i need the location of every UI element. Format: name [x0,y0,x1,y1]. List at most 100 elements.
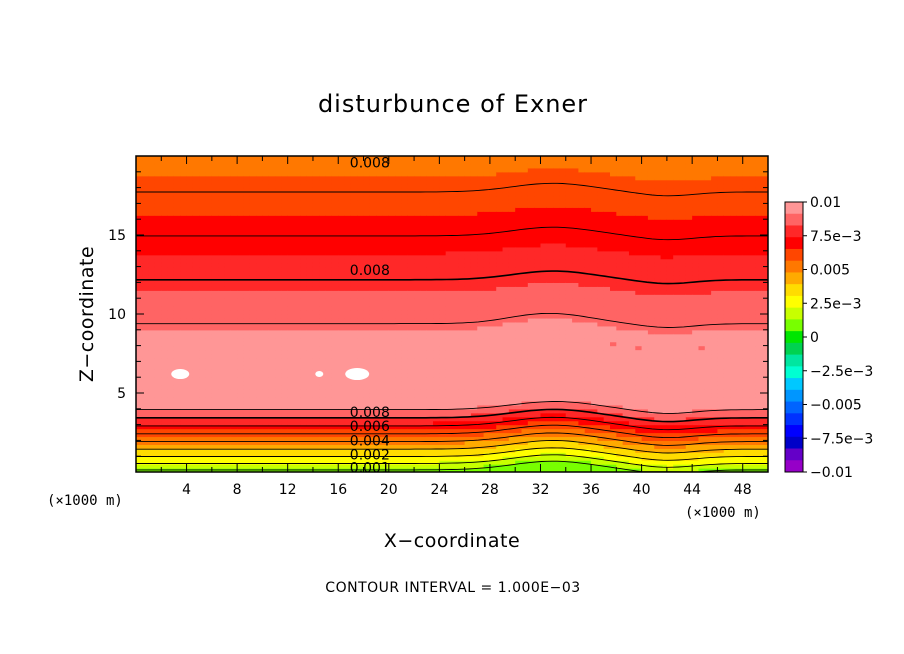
contour-cell [173,199,181,204]
contour-cell [502,183,510,189]
contour-cell [262,156,270,161]
contour-cell [433,396,440,402]
contour-cell [420,231,428,236]
contour-cell [306,436,314,441]
contour-cell [173,274,181,280]
contour-cell [452,278,459,283]
contour-cell [230,464,238,469]
contour-cell [452,195,459,201]
contour-cell [426,396,434,402]
contour-cell [395,211,403,216]
contour-cell [325,246,333,252]
contour-cell [148,203,156,208]
contour-cell [294,171,301,177]
contour-cell [439,321,447,327]
contour-cell [186,238,194,244]
contour-cell [470,290,478,295]
contour-cell [483,175,491,181]
contour-cell [192,377,200,382]
contour-cell [338,381,346,386]
contour-cell [287,199,295,204]
contour-cell [363,416,371,422]
contour-cell [186,333,194,339]
contour-cell [407,345,415,351]
contour-cell [325,294,333,299]
contour-cell [452,310,459,315]
contour-cell [136,171,143,177]
contour-cell [275,278,282,283]
contour-cell [521,389,529,394]
contour-cell [508,361,516,366]
contour-cell [192,444,200,449]
contour-cell [142,203,150,208]
contour-cell [331,404,339,410]
contour-cell [161,231,169,236]
contour-cell [502,389,510,394]
contour-cell [439,420,447,426]
contour-cell [445,274,453,280]
contour-cell [186,353,194,359]
contour-cell [401,258,409,264]
contour-cell [275,187,282,193]
contour-cell [395,219,403,224]
contour-cell [426,444,434,449]
contour-cell [357,238,365,244]
contour-cell [445,385,453,390]
contour-cell [249,420,257,426]
contour-cell [338,231,346,236]
contour-cell [256,440,263,445]
contour-cell [452,270,459,276]
contour-cell [496,432,504,438]
contour-cell [388,389,396,394]
contour-cell [262,361,270,366]
contour-cell [167,282,175,287]
contour-cell [414,238,421,244]
contour-cell [350,254,358,260]
contour-cell [230,250,238,256]
contour-cell [199,227,207,232]
contour-cell [382,385,390,390]
contour-cell [136,159,143,165]
contour-cell [445,223,453,228]
contour-cell [508,231,516,236]
contour-cell [515,242,523,248]
contour-cell [243,361,251,366]
contour-cell [369,302,377,307]
contour-cell [319,211,327,216]
contour-cell [300,282,308,287]
contour-cell [483,393,491,398]
contour-cell [369,369,377,374]
contour-cell [508,195,516,201]
contour-cell [268,298,276,303]
contour-cell [312,321,320,327]
contour-cell [186,254,194,260]
contour-cell [154,235,162,240]
contour-cell [407,424,415,430]
contour-cell [414,377,421,382]
contour-cell [470,171,478,177]
contour-cell [243,290,251,295]
contour-cell [142,448,150,453]
contour-cell [218,452,226,457]
contour-cell [136,444,143,449]
contour-cell [173,329,181,335]
contour-cell [161,250,169,256]
contour-cell [420,456,428,461]
contour-cell [496,286,504,291]
contour-cell [218,187,226,193]
contour-cell [401,349,409,355]
contour-cell [464,381,472,386]
contour-cell [502,460,510,465]
contour-cell [287,341,295,347]
contour-cell [148,373,156,378]
contour-cell [357,314,365,319]
contour-cell [287,191,295,197]
contour-cell [230,187,238,193]
contour-cell [192,175,200,181]
contour-cell [382,440,390,445]
contour-cell [470,238,478,244]
contour-cell [205,231,213,236]
contour-cell [142,183,150,189]
contour-cell [470,270,478,276]
contour-cell [325,444,333,449]
